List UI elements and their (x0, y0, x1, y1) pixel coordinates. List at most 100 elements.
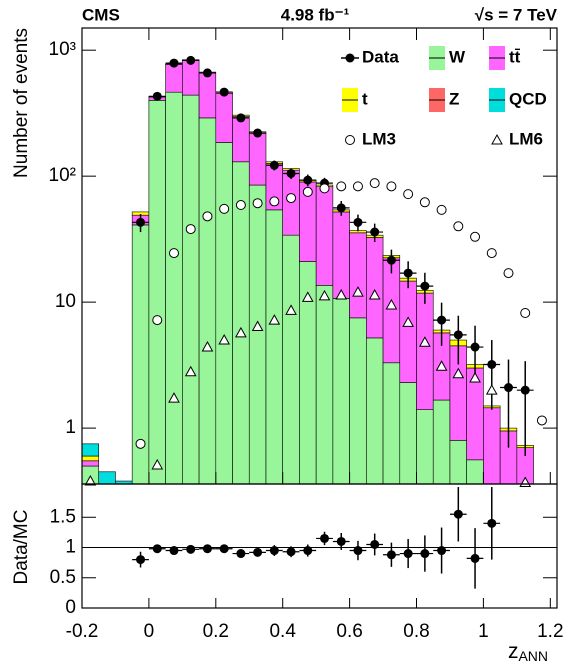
signal-point (486, 248, 497, 259)
data-point (470, 342, 480, 352)
signal-point (369, 178, 380, 189)
histogram-bar (198, 72, 217, 119)
x-axis-label-main: z (508, 640, 519, 663)
histogram-bar (232, 161, 250, 485)
ratio-point (370, 539, 380, 549)
data-point (420, 281, 430, 291)
legend-label: Z (449, 89, 459, 108)
ratio-point (386, 550, 396, 560)
histogram-bar (315, 285, 334, 485)
legend-item: tt̄ (489, 46, 521, 70)
signal-point (268, 314, 281, 325)
signal-point (419, 336, 431, 347)
legend-label: QCD (509, 89, 547, 108)
ratio-point (403, 549, 413, 559)
y-tick-label: 10² (49, 165, 76, 186)
signal-point (302, 186, 313, 197)
legend-label: LM3 (362, 129, 396, 148)
histogram-bar (165, 91, 183, 485)
x-tick-label: 0.8 (403, 621, 429, 642)
signal-point (185, 224, 196, 235)
histogram-bar (232, 116, 250, 163)
data-point (269, 160, 279, 170)
ratio-point (136, 555, 146, 565)
legend-item: LM3 (345, 129, 396, 148)
x-tick-label: 0.2 (203, 621, 229, 642)
ratio-point (437, 546, 447, 556)
x-axis-label-sub: ANN (518, 648, 548, 664)
histogram-bar (366, 337, 384, 485)
data-point (370, 227, 380, 237)
ratio-point (336, 536, 346, 546)
signal-point (385, 298, 398, 310)
x-tick-label: 0.6 (336, 621, 362, 642)
histogram-bar (466, 459, 484, 485)
ratio-point (303, 546, 313, 556)
histogram-bar (332, 211, 350, 299)
signal-point (319, 183, 330, 194)
signal-point (318, 289, 331, 301)
histogram-bar (315, 186, 334, 286)
histogram-bar (81, 443, 100, 457)
histogram-bar (349, 317, 367, 485)
legend-item: Z (429, 88, 459, 112)
signal-point (386, 181, 397, 192)
data-point (219, 87, 229, 97)
histogram-bar (265, 209, 284, 485)
signal-point (235, 200, 246, 211)
legend-label: LM6 (509, 129, 543, 148)
signal-point (135, 438, 146, 449)
data-point (236, 113, 246, 123)
data-point (403, 268, 413, 278)
data-point (286, 168, 296, 178)
x-tick-label: 0.4 (269, 621, 296, 642)
histogram-bar (432, 399, 451, 485)
signal-point (84, 475, 97, 486)
signal-point (368, 288, 381, 300)
signal-point (218, 334, 231, 345)
histogram-bar (148, 100, 166, 485)
ratio-point (286, 547, 296, 557)
signal-point (403, 189, 414, 200)
x-tick-label: -0.2 (66, 621, 99, 642)
histogram-bar (215, 92, 233, 143)
legend-item: Data (341, 47, 399, 66)
signal-point (235, 326, 247, 338)
signal-point (419, 197, 430, 208)
histogram-bar (449, 440, 467, 485)
y-tick-label: 1 (65, 417, 76, 438)
signal-point (286, 193, 297, 204)
signal-point (301, 291, 314, 302)
histogram-bar (416, 409, 434, 485)
signal-point (251, 320, 264, 332)
histogram-bar (382, 257, 401, 364)
data-point (152, 91, 162, 101)
data-point (386, 255, 396, 265)
ratio-point (186, 544, 196, 554)
luminosity-label: 4.98 fb⁻¹ (281, 5, 350, 24)
histogram-bar (215, 142, 233, 485)
histogram-bar (483, 407, 501, 485)
data-point (136, 217, 146, 227)
signal-point (435, 360, 448, 371)
y-tick-label: 0.5 (50, 567, 76, 588)
signal-point (151, 458, 164, 470)
histogram-bar (98, 471, 116, 485)
ratio-y-axis-label: Data/MC (11, 510, 32, 585)
y-tick-label: 0 (65, 597, 76, 618)
legend-item: LM6 (491, 129, 543, 148)
signal-point (469, 371, 481, 383)
histogram-bar (198, 117, 217, 485)
ratio-point (169, 546, 179, 556)
energy-label: √s = 7 TeV (475, 5, 558, 24)
ratio-point (470, 553, 480, 563)
ratio-point (202, 544, 212, 554)
histogram-bar (349, 232, 367, 319)
y-tick-label: 10 (55, 291, 76, 312)
signal-point (352, 181, 363, 192)
signal-point (201, 341, 214, 352)
histogram-bar (332, 298, 350, 485)
signal-point (202, 211, 213, 222)
histogram-bar (282, 234, 300, 485)
